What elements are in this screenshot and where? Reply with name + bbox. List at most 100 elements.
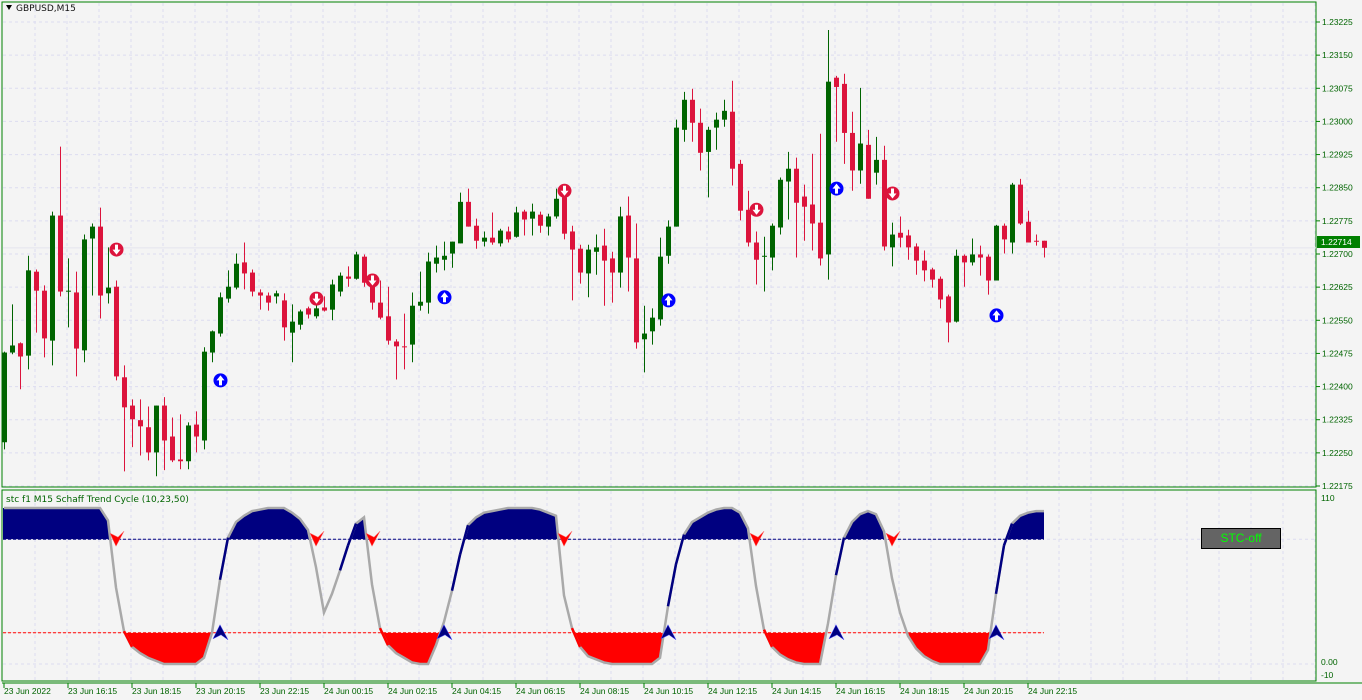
time-axis-label: 23 Jun 20:15 (196, 686, 245, 696)
candle-body (850, 132, 855, 171)
candle (938, 276, 943, 309)
candle (570, 225, 575, 301)
candle-body (354, 254, 359, 279)
time-axis-label: 24 Jun 18:15 (900, 686, 949, 696)
candle (594, 234, 599, 275)
candle-body (962, 255, 967, 263)
candle (674, 119, 679, 227)
candle (354, 251, 359, 280)
candle (258, 289, 263, 310)
candle-body (874, 159, 879, 173)
candle (1026, 210, 1031, 243)
candle-body (130, 405, 135, 420)
symbol-title: GBPUSD,M15 (16, 4, 76, 14)
candle (754, 231, 759, 285)
candle (490, 212, 495, 245)
candle-body (370, 282, 375, 303)
stc-off-button[interactable]: STC-off (1201, 528, 1281, 549)
candle (866, 129, 871, 199)
candle-body (706, 129, 711, 152)
candle-body (394, 341, 399, 347)
candle (170, 417, 175, 463)
candle-body (106, 287, 111, 294)
candle (210, 330, 215, 363)
price-axis-label: 1.22850 (1322, 183, 1353, 193)
candle-body (218, 297, 223, 334)
candle (578, 244, 583, 284)
triangle-down-icon[interactable] (6, 5, 12, 10)
stc-sell-arrow-icon (557, 531, 573, 547)
time-axis-label: 24 Jun 02:15 (388, 686, 437, 696)
candle (138, 399, 143, 456)
candle-body (418, 301, 423, 306)
price-axis-label: 1.22550 (1322, 315, 1353, 325)
candle-body (650, 317, 655, 332)
stc-line-rising-segment (450, 554, 462, 591)
sell-signal-arrow-icon (365, 273, 380, 288)
candle (1018, 178, 1023, 225)
candle-body (210, 331, 215, 353)
stc-line-rising-segment (994, 545, 1006, 595)
candle-body (978, 254, 983, 258)
candle-body (434, 257, 439, 264)
candle-body (266, 295, 271, 303)
price-axis-label: 1.22775 (1322, 216, 1353, 226)
candle-body (466, 201, 471, 227)
candle (1002, 223, 1007, 254)
price-axis-label: 1.22475 (1322, 348, 1353, 358)
time-axis-label: 24 Jun 00:15 (324, 686, 373, 696)
candle-body (546, 216, 551, 227)
candle (194, 411, 199, 453)
chart-title[interactable]: GBPUSD,M15 (6, 4, 76, 14)
candle (642, 305, 647, 373)
candle-body (202, 351, 207, 441)
indicator-axis-label: 110 (1321, 493, 1335, 503)
candle (666, 220, 671, 264)
sell-signal-arrow-icon (557, 183, 572, 198)
stc-line-rising-segment (218, 537, 230, 580)
time-axis-label: 24 Jun 14:15 (772, 686, 821, 696)
candle-body (410, 305, 415, 345)
candle (658, 237, 663, 326)
candle-body (314, 308, 319, 317)
candle (698, 108, 703, 171)
candle (106, 247, 111, 304)
candle (842, 73, 847, 164)
candle (162, 397, 167, 471)
stc-buy-arrow-icon (660, 624, 677, 641)
candle (178, 414, 183, 470)
candle-body (562, 197, 567, 234)
candle-body (810, 204, 815, 224)
candle-body (322, 307, 327, 311)
candle-body (970, 254, 975, 263)
candle (946, 294, 951, 343)
stc-buy-arrow-icon (436, 624, 453, 641)
candle (474, 218, 479, 249)
candle-body (826, 81, 831, 255)
candle-body (786, 168, 791, 182)
stc-line-falling-segment (762, 629, 774, 648)
candle-body (746, 209, 751, 243)
candle (130, 399, 135, 448)
candle-body (698, 122, 703, 153)
candle-body (530, 211, 535, 219)
candle-body (514, 212, 519, 237)
candle (874, 136, 879, 185)
candle-body (490, 237, 495, 243)
stc-line-rising-segment (834, 537, 846, 576)
arrow-down-glyph (888, 188, 897, 199)
candle-body (602, 245, 607, 261)
candle (850, 111, 855, 191)
candle (978, 245, 983, 276)
candle-body (1026, 221, 1031, 243)
time-axis-label: 24 Jun 08:15 (580, 686, 629, 696)
candle (650, 308, 655, 345)
candle (738, 159, 743, 221)
candle-body (578, 248, 583, 273)
candle-body (306, 308, 311, 315)
stc-buy-arrow-icon (212, 624, 229, 641)
candle (530, 203, 535, 236)
candle-body (658, 256, 663, 320)
indicator-axis-label: -10 (1321, 670, 1334, 680)
